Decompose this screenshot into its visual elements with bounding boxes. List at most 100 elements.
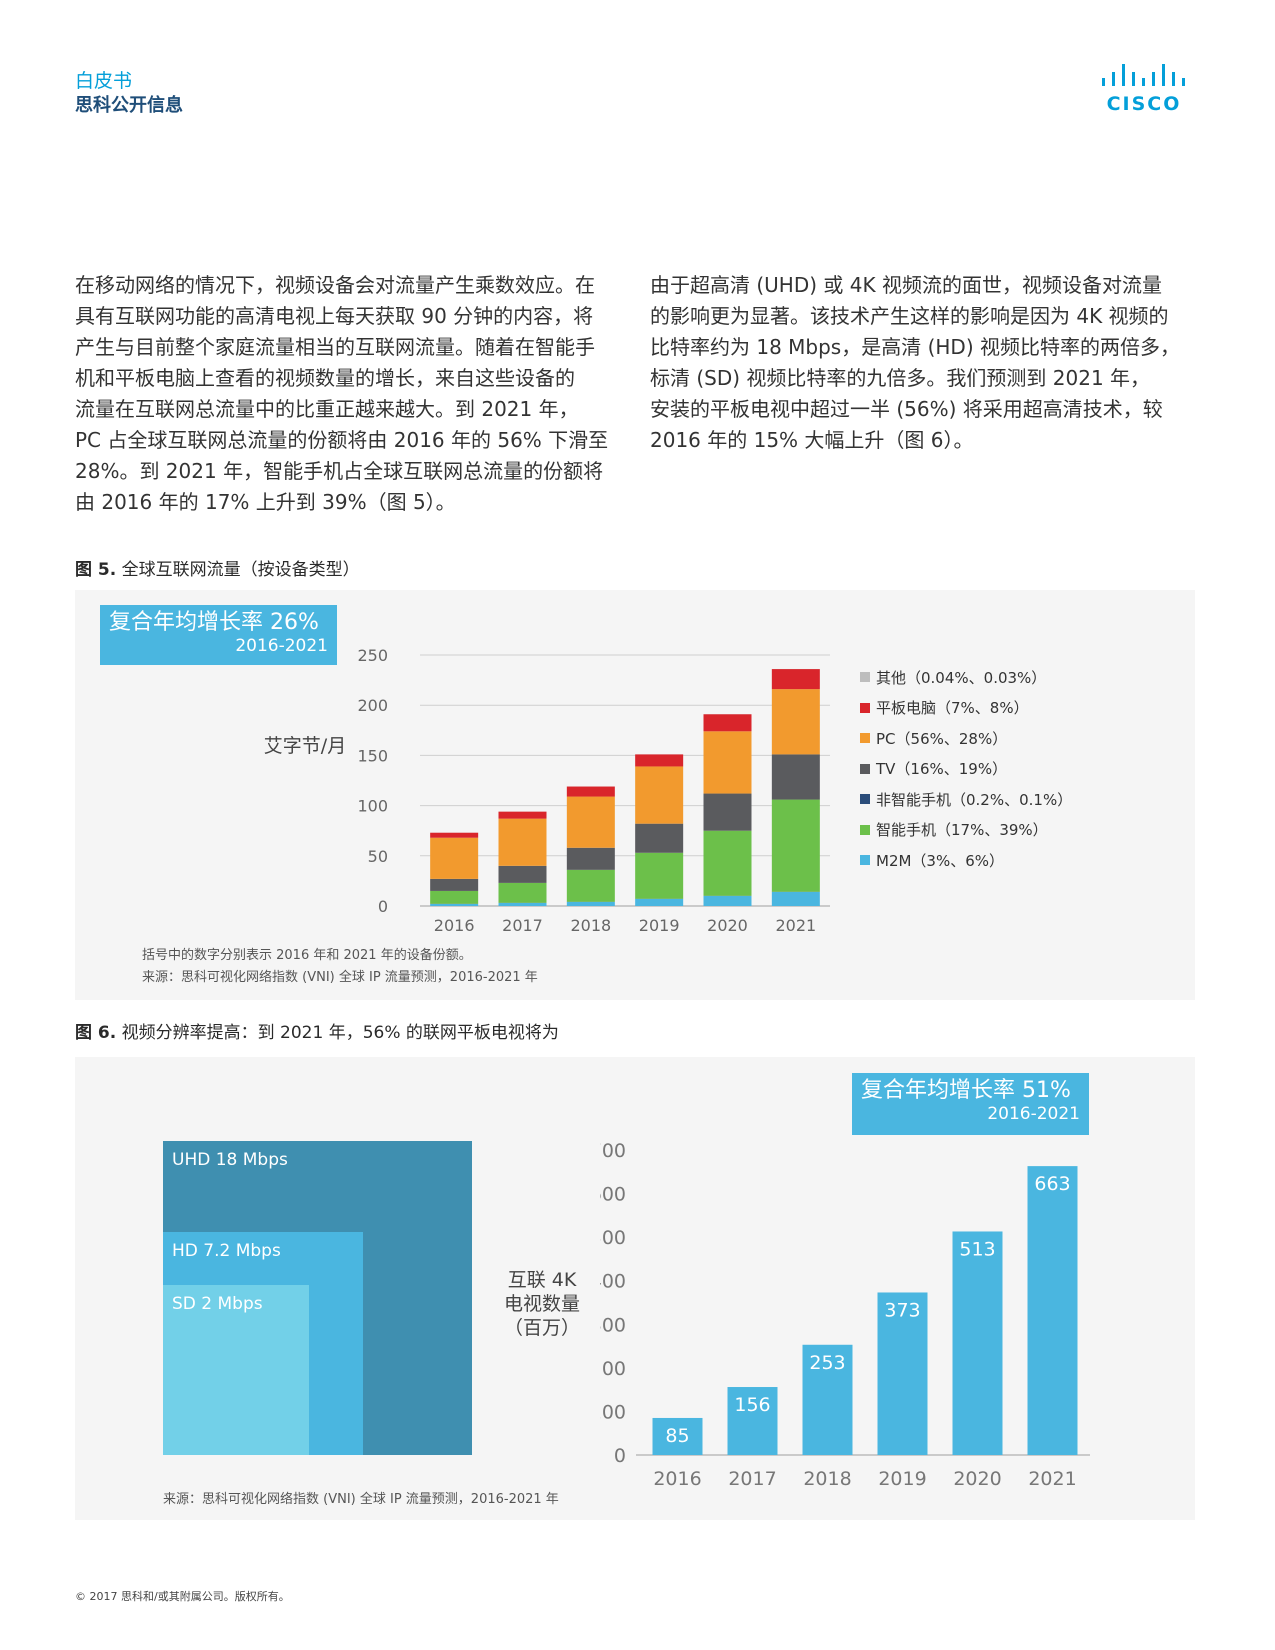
- figure6-ylabel-line1: 互联 4K: [507, 1269, 577, 1291]
- figure5-bar-m2m-2017: [498, 902, 547, 906]
- body-left-line: 机和平板电脑上查看的视频数量的增长，来自这些设备的: [75, 366, 575, 390]
- figure6-xtick: 2016: [653, 1468, 701, 1490]
- legend-label-smart: 智能手机（17%、39%）: [876, 821, 1048, 840]
- figure5-legend: 其他（0.04%、0.03%） 平板电脑（7%、8%） PC（56%、28%） TV（…: [860, 662, 1072, 876]
- figure5-bar-smart-2017: [498, 882, 547, 903]
- sd-bitrate-box: SD 2 Mbps: [163, 1285, 309, 1455]
- legend-swatch-nonsmart: [860, 794, 870, 805]
- figure5-bar-smart-2018: [566, 869, 615, 902]
- figure6-bar-2021: [1027, 1166, 1078, 1455]
- doc-classification: 思科公开信息: [75, 95, 183, 116]
- figure6-ytick: 300: [600, 1314, 626, 1336]
- body-right-line: 2016 年的 15% 大幅上升（图 6）。: [650, 428, 974, 452]
- sd-bitrate-label: SD 2 Mbps: [172, 1294, 263, 1314]
- figure6-bar-value: 156: [734, 1394, 770, 1416]
- body-left-line: 在移动网络的情况下，视频设备会对流量产生乘数效应。在: [75, 273, 595, 297]
- figure5-cagr-period: 2016-2021: [235, 636, 328, 656]
- legend-label-pc: PC（56%、28%）: [876, 729, 1008, 748]
- figure5-bar-smart-2019: [635, 852, 684, 899]
- figure5-bar-tv-2021: [771, 754, 820, 800]
- body-left-line: 由 2016 年的 17% 上升到 39%（图 5）。: [75, 490, 456, 514]
- figure6-cagr-text: 复合年均增长率 51%: [861, 1078, 1071, 1103]
- figure6-bar-value: 253: [809, 1352, 845, 1374]
- figure5-bar-tv-2020: [703, 793, 752, 831]
- figure6-ytick: 100: [600, 1401, 626, 1423]
- figure5-ytick: 50: [368, 847, 388, 866]
- figure5-title: 全球互联网流量（按设备类型）: [121, 560, 360, 580]
- body-left-line: 28%。到 2021 年，智能手机占全球互联网总流量的份额将: [75, 459, 604, 483]
- figure6-xtick: 2018: [803, 1468, 851, 1490]
- figure5-bar-tablet-2016: [430, 832, 479, 838]
- figure6-caption: 图 6. 视频分辨率提高：到 2021 年，56% 的联网平板电视将为: [75, 1018, 559, 1043]
- figure5-xtick: 2020: [707, 916, 748, 935]
- legend-label-tablet: 平板电脑（7%、8%）: [876, 699, 1029, 718]
- figure5-bar-tablet-2020: [703, 714, 752, 732]
- figure6-xtick: 2020: [953, 1468, 1001, 1490]
- body-right-line: 由于超高清 (UHD) 或 4K 视频流的面世，视频设备对流量: [650, 273, 1162, 297]
- figure6-ylabel: 互联 4K 电视数量 （百万）: [497, 1268, 587, 1340]
- figure5-ytick: 200: [357, 696, 388, 715]
- figure5-caption: 图 5. 全球互联网流量（按设备类型）: [75, 555, 360, 580]
- doc-type-label: 白皮书: [75, 70, 133, 92]
- figure6-title: 视频分辨率提高：到 2021 年，56% 的联网平板电视将为: [121, 1023, 559, 1043]
- figure5-bar-tv-2016: [430, 878, 479, 891]
- hd-bitrate-label: HD 7.2 Mbps: [172, 1241, 281, 1261]
- figure5-bar-tablet-2017: [498, 811, 547, 819]
- legend-swatch-smart: [860, 824, 870, 835]
- legend-item-tv: TV（16%、19%）: [860, 754, 1072, 785]
- figure5-xtick: 2018: [570, 916, 611, 935]
- figure5-bar-tablet-2021: [771, 669, 820, 690]
- figure5-bar-tv-2018: [566, 847, 615, 870]
- uhd-bitrate-label: UHD 18 Mbps: [172, 1150, 288, 1170]
- body-left-line: 产生与目前整个家庭流量相当的互联网流量。随着在智能手: [75, 335, 595, 359]
- legend-swatch-m2m: [860, 855, 870, 866]
- figure6-xtick: 2021: [1028, 1468, 1076, 1490]
- figure5-bar-m2m-2018: [566, 901, 615, 906]
- figure5-ytick: 0: [378, 897, 388, 916]
- figure6-cagr-badge: 复合年均增长率 51% 2016-2021: [852, 1073, 1089, 1135]
- legend-swatch-tablet: [860, 702, 870, 713]
- body-right-line: 比特率约为 18 Mbps，是高清 (HD) 视频比特率的两倍多，: [650, 335, 1180, 359]
- cisco-logo: CISCO: [1102, 64, 1185, 114]
- figure5-xtick: 2017: [502, 916, 543, 935]
- figure6-chart: 0 100 200 300 400 500 600 700 85 2016 156 2017 253 20…: [600, 1140, 1090, 1490]
- figure5-label: 图 5.: [75, 560, 117, 580]
- figure5-bar-pc-2016: [430, 837, 479, 879]
- figure5-bar-m2m-2021: [771, 891, 820, 906]
- figure6-bar-value: 513: [959, 1238, 995, 1260]
- figure5-source: 来源：思科可视化网络指数 (VNI) 全球 IP 流量预测，2016-2021 …: [142, 970, 538, 985]
- figure5-bar-tv-2017: [498, 865, 547, 883]
- figure6-cagr-period: 2016-2021: [987, 1104, 1080, 1124]
- figure6-bar-value: 85: [665, 1425, 689, 1447]
- figure5-bar-pc-2017: [498, 818, 547, 866]
- figure5-cagr-badge: 复合年均增长率 26% 2016-2021: [100, 605, 337, 665]
- body-left-line: 流量在互联网总流量中的比重正越来越大。到 2021 年，: [75, 397, 579, 421]
- figure5-xtick: 2016: [434, 916, 475, 935]
- figure6-xtick: 2019: [878, 1468, 926, 1490]
- figure5-ytick: 250: [357, 646, 388, 665]
- figure6-bar-2019: [877, 1292, 928, 1455]
- body-left-line: PC 占全球互联网总流量的份额将由 2016 年的 56% 下滑至: [75, 428, 609, 452]
- legend-item-m2m: M2M（3%、6%）: [860, 845, 1072, 876]
- figure6-bar-2017: [727, 1387, 778, 1455]
- figure6-bar-value: 373: [884, 1299, 920, 1321]
- legend-swatch-pc: [860, 733, 870, 744]
- figure5-bar-tablet-2019: [635, 754, 684, 767]
- figure6-bar-2020: [952, 1231, 1003, 1455]
- legend-item-tablet: 平板电脑（7%、8%）: [860, 693, 1072, 724]
- figure5-cagr-text: 复合年均增长率 26%: [109, 610, 319, 635]
- legend-label-m2m: M2M（3%、6%）: [876, 851, 1005, 870]
- figure5-ylabel: 艾字节/月: [264, 735, 346, 757]
- figure6-ytick: 0: [614, 1445, 626, 1467]
- figure5-ytick: 150: [357, 746, 388, 765]
- figure5-bar-pc-2021: [771, 689, 820, 755]
- figure5-bar-tablet-2018: [566, 786, 615, 797]
- legend-item-nonsmart: 非智能手机（0.2%、0.1%）: [860, 784, 1072, 815]
- figure5-note: 括号中的数字分别表示 2016 年和 2021 年的设备份额。: [142, 948, 472, 963]
- body-right-line: 安装的平板电视中超过一半 (56%) 将采用超高清技术，较: [650, 397, 1163, 421]
- figure5-chart: 艾字节/月 0 50 100 150 200 250 2016 2017 2018 2019 2020…: [264, 646, 830, 935]
- figure5-bar-pc-2019: [635, 766, 684, 824]
- legend-item-pc: PC（56%、28%）: [860, 723, 1072, 754]
- legend-label-tv: TV（16%、19%）: [876, 760, 1008, 779]
- body-right-line: 的影响更为显著。该技术产生这样的影响是因为 4K 视频的: [650, 304, 1169, 328]
